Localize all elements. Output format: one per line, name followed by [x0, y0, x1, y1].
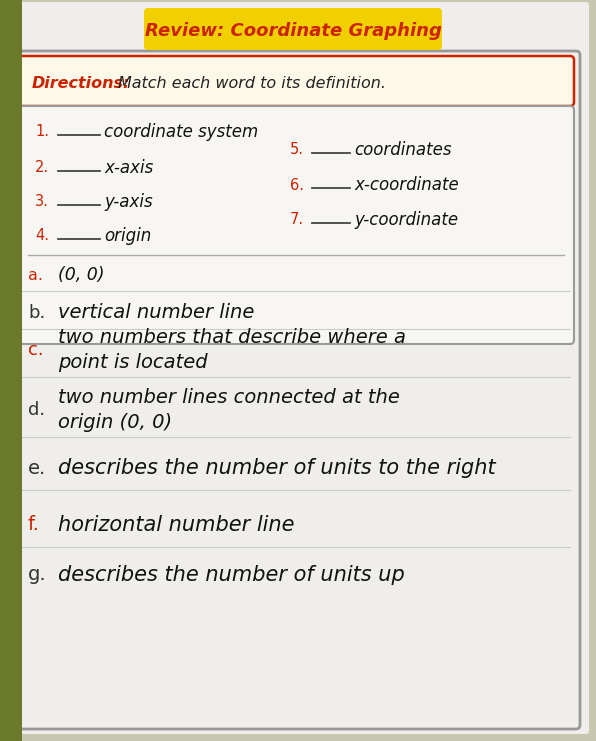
FancyBboxPatch shape — [18, 56, 574, 106]
Bar — [0, 0, 22, 741]
Text: 3.: 3. — [35, 194, 49, 210]
Text: e.: e. — [28, 459, 46, 477]
Text: (0, 0): (0, 0) — [58, 266, 104, 284]
Text: two numbers that describe where a
point is located: two numbers that describe where a point … — [58, 328, 406, 372]
Text: 4.: 4. — [35, 228, 49, 244]
Text: horizontal number line: horizontal number line — [58, 515, 294, 535]
Text: g.: g. — [28, 565, 46, 585]
Text: y-axis: y-axis — [104, 193, 153, 211]
Text: a.: a. — [28, 268, 43, 282]
Text: 5.: 5. — [290, 142, 304, 158]
Text: describes the number of units to the right: describes the number of units to the rig… — [58, 458, 496, 478]
Text: vertical number line: vertical number line — [58, 304, 254, 322]
Text: b.: b. — [28, 304, 45, 322]
Text: 7.: 7. — [290, 213, 304, 227]
Text: Match each word to its definition.: Match each word to its definition. — [118, 76, 386, 90]
FancyBboxPatch shape — [144, 8, 442, 50]
Text: origin: origin — [104, 227, 151, 245]
Text: coordinate system: coordinate system — [104, 123, 258, 141]
Text: f.: f. — [28, 516, 40, 534]
FancyBboxPatch shape — [18, 106, 574, 344]
Text: y-coordinate: y-coordinate — [354, 211, 458, 229]
Text: 6.: 6. — [290, 178, 304, 193]
FancyBboxPatch shape — [14, 51, 580, 729]
FancyBboxPatch shape — [5, 2, 589, 734]
Text: describes the number of units up: describes the number of units up — [58, 565, 405, 585]
Text: 1.: 1. — [35, 124, 49, 139]
Text: Directions:: Directions: — [32, 76, 131, 90]
Text: x-axis: x-axis — [104, 159, 153, 177]
Text: Review: Coordinate Graphing: Review: Coordinate Graphing — [145, 22, 442, 40]
Text: c.: c. — [28, 341, 44, 359]
Text: x-coordinate: x-coordinate — [354, 176, 459, 194]
Text: coordinates: coordinates — [354, 141, 452, 159]
Text: two number lines connected at the
origin (0, 0): two number lines connected at the origin… — [58, 388, 400, 432]
Text: 2.: 2. — [35, 161, 49, 176]
Text: d.: d. — [28, 401, 45, 419]
